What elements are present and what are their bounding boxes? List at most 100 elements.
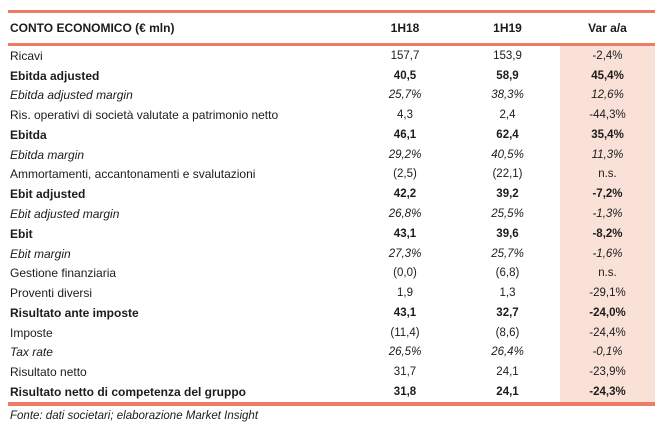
row-value-var: n.s. xyxy=(560,263,655,284)
row-value-1h18: (0,0) xyxy=(393,267,417,280)
row-value-1h19: 24,1 xyxy=(496,385,519,398)
header-underline xyxy=(8,43,655,46)
row-label: Ebit adjusted xyxy=(10,187,86,202)
row-value-1h19: 25,5% xyxy=(491,208,524,220)
row-value-1h18: 4,3 xyxy=(397,109,413,122)
row-label: Ris. operativi di società valutate a pat… xyxy=(10,108,279,123)
row-label: Risultato ante imposte xyxy=(10,305,139,320)
row-value-1h18: 1,9 xyxy=(397,287,413,300)
row-value-1h19: 58,9 xyxy=(496,69,519,82)
table-row: Imposte (11,4) (8,6) -24,4% xyxy=(8,322,655,343)
row-label: Ammortamenti, accantonamenti e svalutazi… xyxy=(10,167,256,182)
table-row: Risultato netto 31,7 24,1 -23,9% xyxy=(8,362,655,383)
row-value-1h18: 43,1 xyxy=(393,227,417,240)
row-label: Ebit xyxy=(10,226,33,241)
row-value-var: n.s. xyxy=(560,164,655,185)
row-value-1h19: (8,6) xyxy=(495,326,520,339)
row-label: Ebit margin xyxy=(10,246,71,261)
row-value-1h18: 26,5% xyxy=(388,346,422,359)
row-value-1h18: (2,5) xyxy=(393,168,417,181)
table-body: Ricavi 157,7 153,9 -2,4% Ebitda adjusted… xyxy=(8,46,655,402)
row-value-1h19: (22,1) xyxy=(492,168,523,181)
row-value-1h19: 153,9 xyxy=(493,49,522,62)
row-value-1h18: 157,7 xyxy=(390,49,420,62)
row-value-1h19: 38,3% xyxy=(491,89,524,102)
row-value-1h19: 40,5% xyxy=(491,148,524,161)
row-label: Risultato netto di competenza del gruppo xyxy=(10,384,247,399)
table-row: Ebit margin 27,3% 25,7% -1,6% xyxy=(8,243,655,264)
row-value-1h18: 42,2 xyxy=(393,188,417,201)
row-label: Risultato netto xyxy=(10,365,87,380)
table-row: Risultato ante imposte 43,1 32,7 -24,0% xyxy=(8,302,655,323)
row-value-1h18: 43,1 xyxy=(393,306,417,319)
row-value-1h18: 46,1 xyxy=(393,128,417,141)
table-row: Ebitda adjusted margin 25,7% 38,3% 12,6% xyxy=(8,85,655,106)
row-value-1h19: 62,4 xyxy=(496,128,519,141)
row-value-var: -1,6% xyxy=(560,243,655,264)
row-label: Ebitda margin xyxy=(10,147,85,162)
row-value-var: -24,4% xyxy=(560,322,655,343)
row-value-1h19: 1,3 xyxy=(499,287,516,300)
table-row: Ebit 43,1 39,6 -8,2% xyxy=(8,223,655,244)
row-value-var: -44,3% xyxy=(560,105,655,126)
table-row: Ebit adjusted margin 26,8% 25,5% -1,3% xyxy=(8,204,655,224)
row-value-var: -23,9% xyxy=(560,362,655,383)
table-top-border xyxy=(8,10,655,13)
row-label: Ebit adjusted margin xyxy=(10,207,120,221)
row-value-1h18: (11,4) xyxy=(390,326,420,339)
table-row: Ammortamenti, accantonamenti e svalutazi… xyxy=(8,164,655,185)
row-value-1h18: 25,7% xyxy=(388,89,422,102)
income-statement-table: CONTO ECONOMICO (€ mln) 1H18 1H19 Var a/… xyxy=(8,10,655,406)
row-value-1h19: (6,8) xyxy=(495,267,520,280)
table-header-row: CONTO ECONOMICO (€ mln) 1H18 1H19 Var a/… xyxy=(8,13,655,43)
table-title: CONTO ECONOMICO (€ mln) xyxy=(10,21,175,35)
row-value-1h18: 27,3% xyxy=(388,247,422,260)
table-row: Ebitda adjusted 40,5 58,9 45,4% xyxy=(8,65,655,86)
row-value-var: -1,3% xyxy=(560,204,655,224)
row-value-var: -0,1% xyxy=(560,342,655,363)
table-row: Ris. operativi di società valutate a pat… xyxy=(8,105,655,126)
row-value-var: -2,4% xyxy=(560,46,655,66)
row-label: Imposte xyxy=(10,325,53,340)
row-value-1h18: 29,2% xyxy=(388,148,422,161)
table-bottom-border xyxy=(8,401,655,406)
row-value-1h19: 24,1 xyxy=(496,366,519,379)
row-value-var: -24,0% xyxy=(560,302,655,323)
row-value-var: -29,1% xyxy=(560,283,655,303)
row-value-1h19: 39,2 xyxy=(496,188,519,201)
row-value-1h18: 31,7 xyxy=(393,366,417,379)
row-value-var: -7,2% xyxy=(560,184,655,205)
row-label: Gestione finanziaria xyxy=(10,266,117,281)
table-row: Ebit adjusted 42,2 39,2 -7,2% xyxy=(8,184,655,205)
table-row: Gestione finanziaria (0,0) (6,8) n.s. xyxy=(8,263,655,284)
row-value-1h18: 40,5 xyxy=(393,69,417,82)
row-value-1h19: 25,7% xyxy=(491,247,524,260)
column-header-1h18: 1H18 xyxy=(390,21,420,35)
row-value-1h18: 26,8% xyxy=(388,208,422,220)
row-label: Proventi diversi xyxy=(10,286,93,301)
table-row: Proventi diversi 1,9 1,3 -29,1% xyxy=(8,283,655,303)
row-label: Ebitda adjusted margin xyxy=(10,88,133,103)
row-label: Ebitda xyxy=(10,127,47,142)
row-label: Ebitda adjusted xyxy=(10,68,100,83)
row-label: Ricavi xyxy=(10,48,43,63)
table-row: Ebitda 46,1 62,4 35,4% xyxy=(8,125,655,145)
row-value-1h19: 2,4 xyxy=(499,109,516,122)
row-value-var: -8,2% xyxy=(560,223,655,244)
column-header-var: Var a/a xyxy=(588,21,627,35)
table-row: Tax rate 26,5% 26,4% -0,1% xyxy=(8,342,655,363)
source-note: Fonte: dati societari; elaborazione Mark… xyxy=(10,410,259,422)
row-value-var: -24,3% xyxy=(560,382,655,402)
table-row: Ebitda margin 29,2% 40,5% 11,3% xyxy=(8,144,655,165)
row-value-1h19: 32,7 xyxy=(496,306,519,319)
row-value-var: 45,4% xyxy=(560,65,655,86)
table-row: Ricavi 157,7 153,9 -2,4% xyxy=(8,46,655,66)
column-header-1h19: 1H19 xyxy=(493,21,522,35)
table-row: Risultato netto di competenza del gruppo… xyxy=(8,382,655,402)
row-value-1h18: 31,8 xyxy=(393,385,417,398)
row-label: Tax rate xyxy=(10,345,53,360)
row-value-var: 12,6% xyxy=(560,85,655,106)
row-value-var: 35,4% xyxy=(560,125,655,145)
row-value-1h19: 39,6 xyxy=(496,227,519,240)
